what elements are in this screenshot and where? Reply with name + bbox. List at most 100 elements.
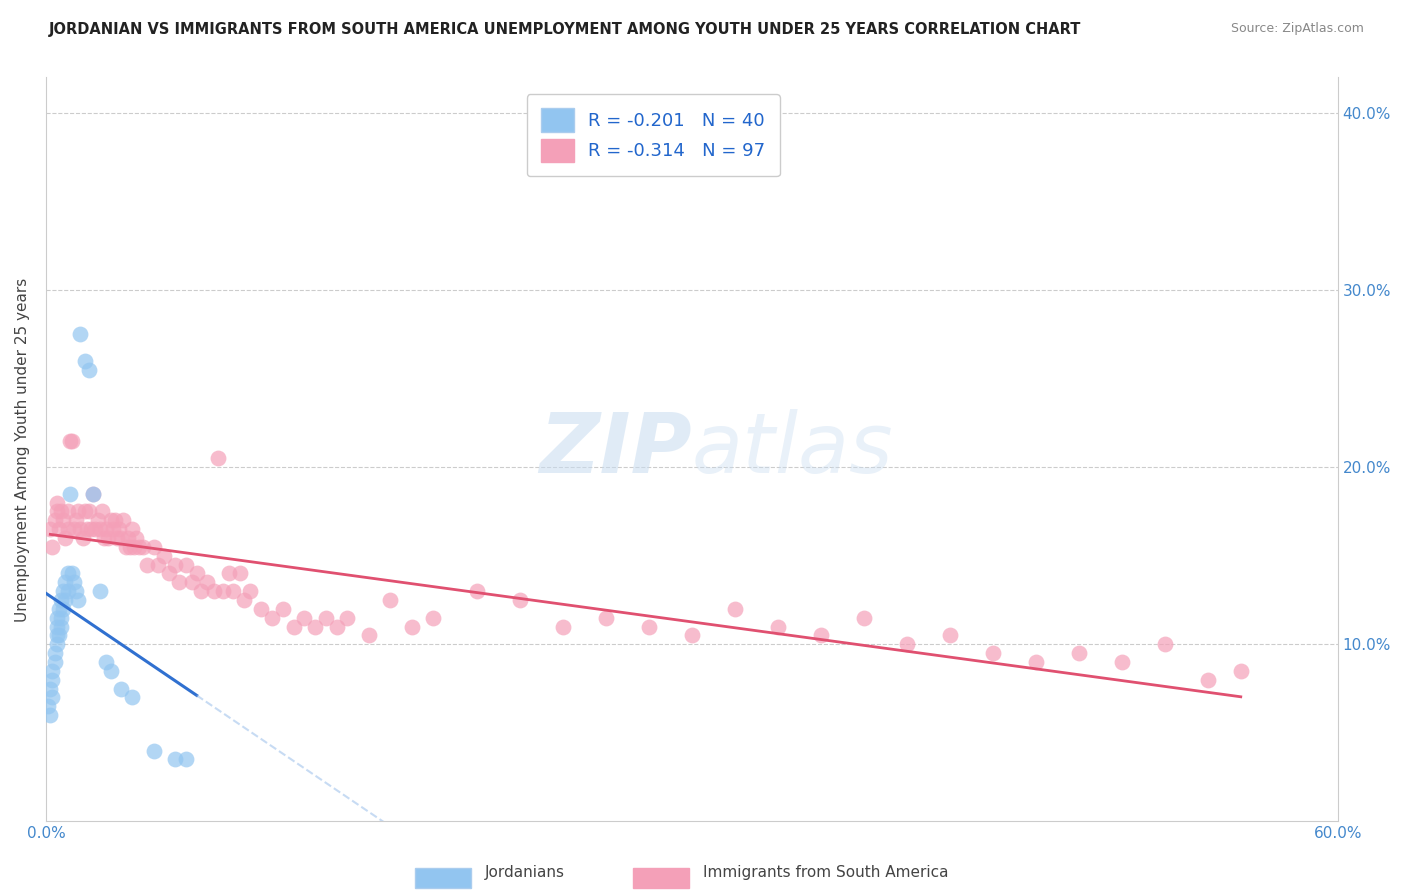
Point <box>56 584 79 599</box>
Point <box>52 602 75 616</box>
Point <box>260 611 283 625</box>
Point <box>250 602 273 616</box>
Point <box>142 540 165 554</box>
Point <box>357 628 380 642</box>
Text: Source: ZipAtlas.com: Source: ZipAtlas.com <box>1230 22 1364 36</box>
Point <box>53 593 76 607</box>
Point <box>595 611 617 625</box>
Point <box>157 566 180 581</box>
Point <box>110 531 132 545</box>
Point <box>681 628 703 642</box>
Point <box>49 611 72 625</box>
Point <box>422 611 444 625</box>
Point <box>45 495 67 509</box>
Text: Jordanians: Jordanians <box>485 865 565 880</box>
Point <box>110 681 132 696</box>
Point <box>67 593 90 607</box>
Point <box>41 664 63 678</box>
Point <box>114 540 136 554</box>
Legend: R = -0.201   N = 40, R = -0.314   N = 97: R = -0.201 N = 40, R = -0.314 N = 97 <box>527 94 779 177</box>
Point <box>181 575 204 590</box>
Point <box>101 522 124 536</box>
Point <box>165 558 187 572</box>
Point <box>45 628 67 642</box>
Point <box>52 584 75 599</box>
Point <box>283 619 305 633</box>
Point <box>105 531 128 545</box>
Point <box>39 681 62 696</box>
Point <box>59 487 82 501</box>
Point <box>63 522 86 536</box>
Point <box>197 575 219 590</box>
Point <box>45 611 67 625</box>
Point <box>896 637 918 651</box>
Point <box>724 602 747 616</box>
Point <box>292 611 315 625</box>
Text: atlas: atlas <box>692 409 893 490</box>
Point <box>49 619 72 633</box>
Point <box>190 584 212 599</box>
Point <box>100 664 122 678</box>
Point <box>939 628 962 642</box>
Point <box>136 558 159 572</box>
Point <box>41 690 63 705</box>
Point <box>44 513 66 527</box>
Point <box>239 584 262 599</box>
Point <box>1111 655 1133 669</box>
Point <box>77 362 100 376</box>
Point <box>981 646 1004 660</box>
Point <box>509 593 531 607</box>
Point <box>1154 637 1177 651</box>
Point <box>202 584 225 599</box>
Point <box>45 504 67 518</box>
Point <box>86 513 108 527</box>
Point <box>174 752 197 766</box>
Point <box>53 531 76 545</box>
Point <box>60 566 83 581</box>
Point <box>89 584 111 599</box>
Point <box>91 504 114 518</box>
Point <box>82 487 104 501</box>
Point <box>73 504 96 518</box>
Point <box>56 566 79 581</box>
Point <box>39 708 62 723</box>
Point <box>89 522 111 536</box>
Point <box>304 619 326 633</box>
Point <box>39 522 62 536</box>
Point <box>315 611 337 625</box>
Point <box>48 628 70 642</box>
Point <box>69 327 91 342</box>
Point <box>1025 655 1047 669</box>
Point <box>97 531 120 545</box>
Point <box>766 619 789 633</box>
Point <box>118 540 141 554</box>
Point <box>271 602 294 616</box>
Y-axis label: Unemployment Among Youth under 25 years: Unemployment Among Youth under 25 years <box>15 277 30 622</box>
Point <box>65 513 87 527</box>
Point <box>132 540 155 554</box>
Point <box>80 522 103 536</box>
Point <box>96 655 118 669</box>
Point <box>100 513 122 527</box>
Point <box>77 504 100 518</box>
Point <box>44 646 66 660</box>
Point <box>1229 664 1251 678</box>
Point <box>93 531 115 545</box>
Point <box>45 637 67 651</box>
Point <box>52 513 75 527</box>
Point <box>104 513 127 527</box>
Point <box>56 504 79 518</box>
Point <box>53 575 76 590</box>
Point <box>48 602 70 616</box>
Point <box>96 522 118 536</box>
Point <box>37 699 59 714</box>
Point <box>76 522 98 536</box>
Point <box>72 531 94 545</box>
Point <box>207 451 229 466</box>
Point <box>48 522 70 536</box>
Point <box>325 619 347 633</box>
Text: ZIP: ZIP <box>538 409 692 490</box>
Point <box>401 619 423 633</box>
Point <box>121 690 143 705</box>
Point <box>49 593 72 607</box>
